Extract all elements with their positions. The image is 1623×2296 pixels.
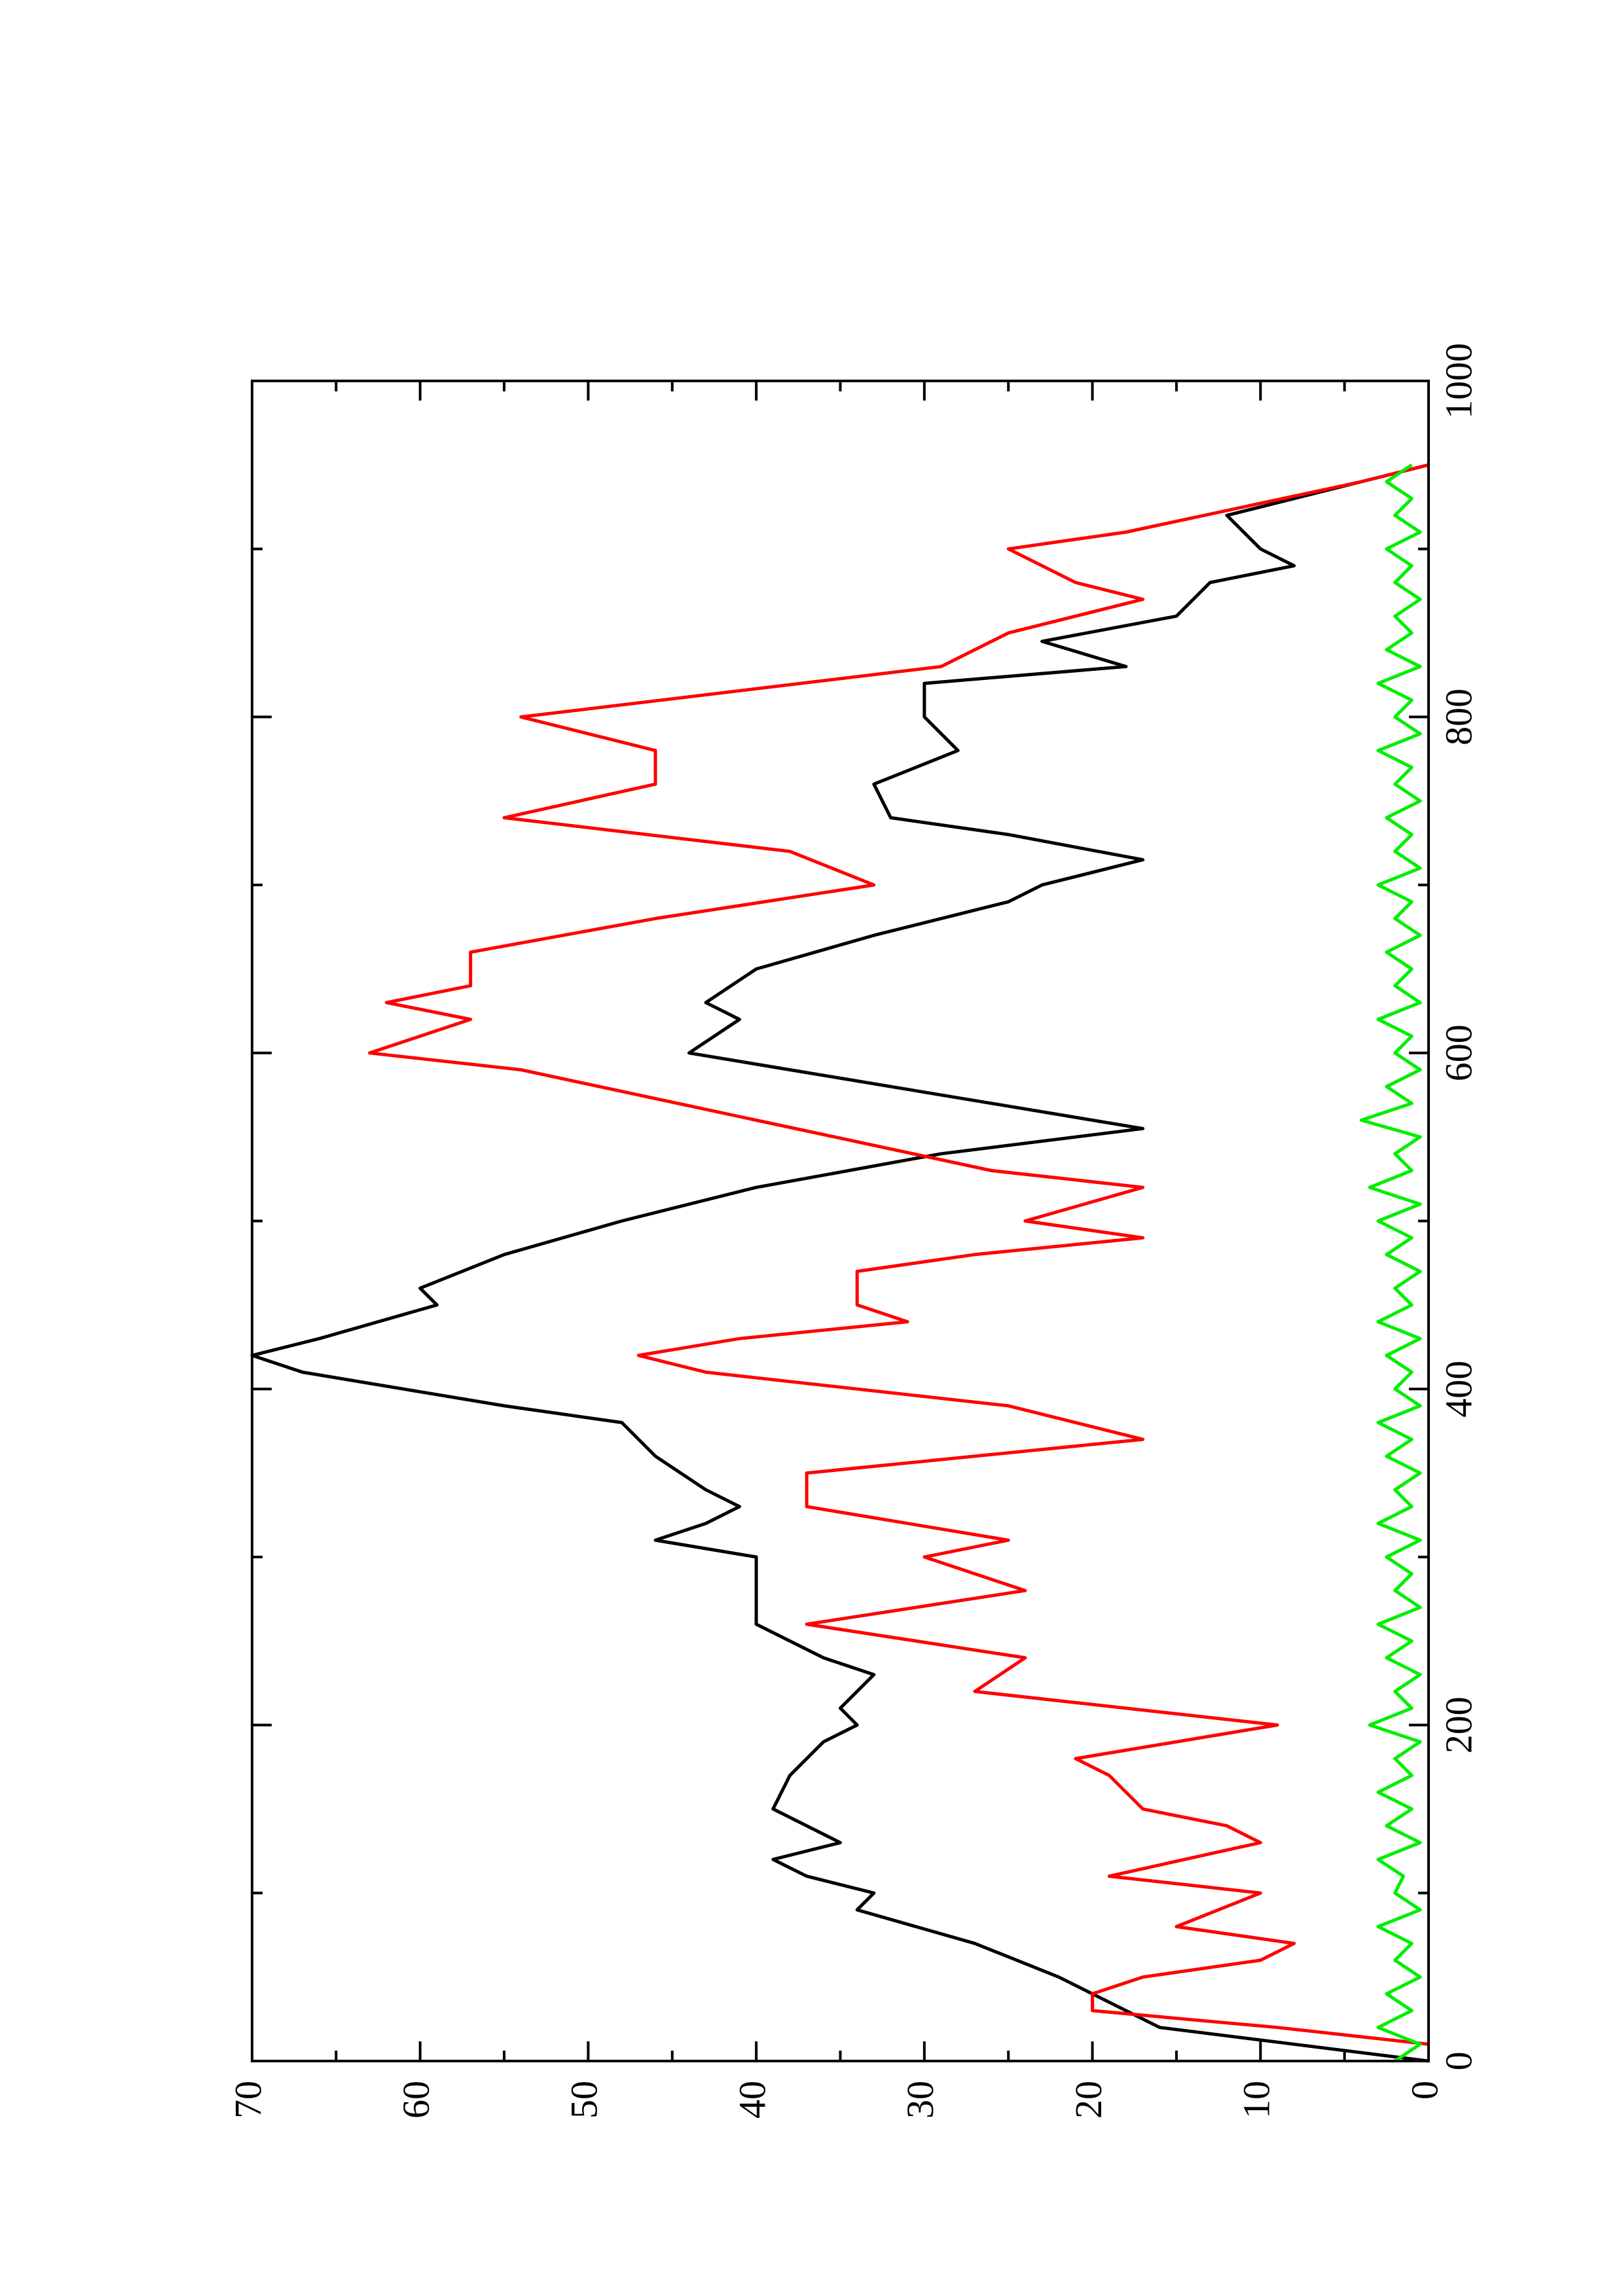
x-tick-label: 800 — [1437, 689, 1480, 745]
y-tick-label: 50 — [563, 2081, 606, 2119]
x-tick-label: 400 — [1437, 1361, 1480, 1418]
y-tick-label: 10 — [1235, 2081, 1278, 2119]
x-tick-label: 200 — [1437, 1696, 1480, 1753]
y-tick-label: 0 — [1403, 2081, 1446, 2100]
x-tick-label: 0 — [1437, 2052, 1480, 2071]
y-tick-label: 40 — [731, 2081, 773, 2119]
y-tick-label: 60 — [395, 2081, 437, 2119]
y-tick-label: 70 — [227, 2081, 269, 2119]
y-tick-label: 20 — [1067, 2081, 1110, 2119]
x-tick-label: 1000 — [1437, 343, 1480, 419]
data-line — [368, 463, 1429, 2046]
x-tick-label: 600 — [1437, 1024, 1480, 1081]
data-line — [1359, 463, 1422, 2063]
y-tick-label: 30 — [899, 2081, 941, 2119]
data-line — [250, 463, 1429, 2063]
